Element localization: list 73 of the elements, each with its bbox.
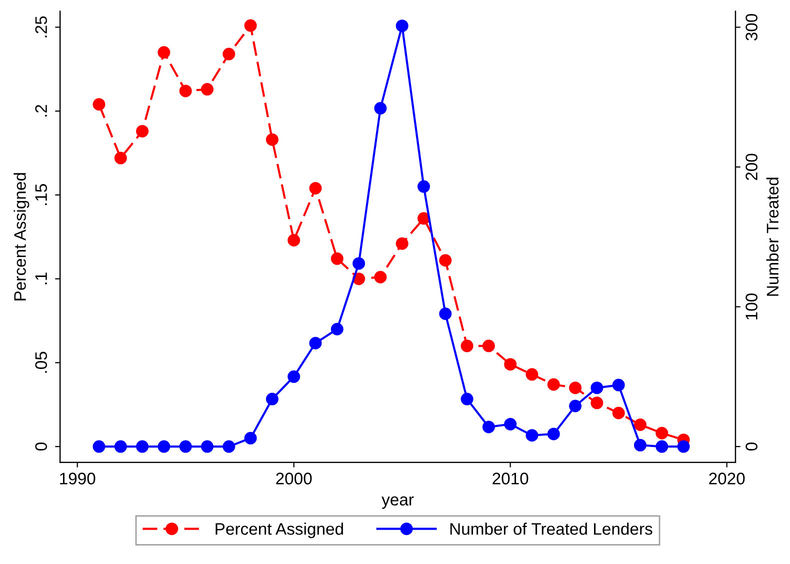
point: [396, 237, 408, 250]
point: [136, 440, 149, 453]
y-tick-label: .15: [35, 184, 48, 206]
legend-label: Number of Treated Lenders: [450, 522, 652, 535]
point: [612, 378, 625, 392]
point: [266, 392, 278, 406]
point: [374, 102, 387, 115]
point: [656, 440, 668, 453]
point: [396, 20, 408, 32]
x-tick-label: 1990: [60, 472, 96, 484]
y-tick-label: .05: [35, 352, 48, 373]
point: [179, 84, 192, 98]
point: [288, 370, 300, 383]
point: [417, 212, 430, 225]
point: [656, 426, 668, 440]
point: [417, 180, 430, 193]
point: [612, 406, 625, 420]
point: [504, 418, 517, 430]
point: [288, 234, 300, 246]
point: [634, 438, 646, 452]
y-tick-label: 0: [35, 442, 48, 451]
point: [677, 440, 690, 453]
point: [590, 382, 604, 394]
point: [179, 440, 192, 453]
point: [547, 428, 560, 440]
y2-tick-label: 100: [746, 294, 758, 320]
y-axis-title: Percent Assigned: [14, 173, 30, 300]
point: [569, 400, 582, 412]
y2-tick-label: 200: [746, 154, 758, 180]
x-tick-label: 2000: [276, 472, 312, 484]
point: [222, 48, 236, 60]
point: [92, 98, 106, 111]
y2-axis-title: Number Treated: [766, 178, 779, 296]
x-axis-title: year: [382, 496, 414, 509]
point: [352, 257, 366, 270]
point: [439, 254, 452, 267]
point: [244, 19, 257, 32]
y2-tick-label: 300: [746, 14, 758, 40]
point: [590, 396, 604, 410]
point: [266, 133, 278, 146]
x-tick-label: 2010: [492, 472, 528, 484]
point: [330, 252, 344, 265]
point: [547, 378, 560, 391]
point: [460, 392, 474, 406]
legend-label: Percent Assigned: [216, 522, 343, 538]
point: [201, 83, 214, 96]
point: [222, 440, 236, 453]
y2-tick-label: 0: [746, 442, 758, 451]
point: [114, 152, 127, 164]
point: [201, 440, 214, 453]
y-tick-label: .25: [35, 16, 48, 38]
point: [526, 429, 538, 442]
point: [374, 270, 387, 284]
y-tick-label: .2: [35, 104, 47, 117]
point: [569, 382, 582, 394]
point: [634, 418, 646, 431]
point: [309, 336, 322, 350]
point: [460, 340, 474, 352]
point: [526, 368, 538, 381]
point: [504, 358, 517, 371]
point: [309, 182, 322, 194]
point: [158, 46, 170, 59]
point: [92, 440, 106, 453]
y-tick-label: .1: [35, 272, 47, 284]
point: [482, 420, 495, 434]
point: [330, 322, 344, 336]
point: [114, 440, 127, 453]
point: [439, 308, 452, 320]
x-tick-label: 2020: [709, 472, 745, 484]
point: [158, 440, 170, 453]
point: [136, 124, 149, 138]
point: [244, 432, 257, 444]
point: [482, 340, 495, 352]
